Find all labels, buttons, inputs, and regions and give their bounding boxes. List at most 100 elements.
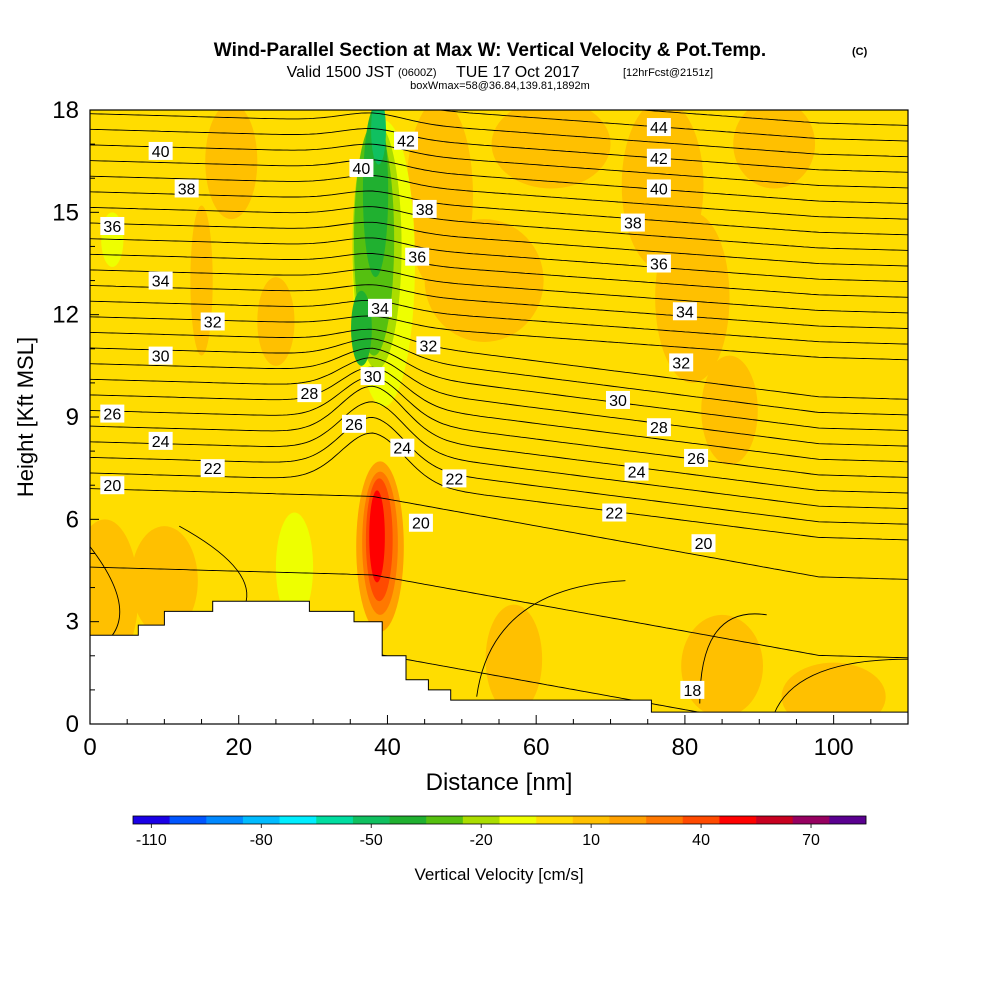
theta-label-box <box>691 534 716 553</box>
theta-label-text: 18 <box>683 683 701 700</box>
theta-contours <box>90 110 908 724</box>
x-tick-label: 60 <box>523 734 550 761</box>
theta-label-box <box>680 680 705 699</box>
theta-label: 30 <box>360 367 385 386</box>
colorbar-tick-label: -50 <box>360 832 383 849</box>
w-region-updraft-right-mid <box>655 212 730 383</box>
theta-label: 20 <box>408 513 433 533</box>
w-region-weak-updraft-upper-left <box>205 110 258 220</box>
theta-label-box <box>408 513 433 532</box>
w-region-weak-updraft-left-2 <box>130 526 198 636</box>
w-region-weak-downdraft-left <box>275 512 314 622</box>
theta-label-text: 30 <box>609 393 627 410</box>
theta-label: 40 <box>148 141 173 161</box>
theta-contour-25 <box>90 376 908 478</box>
w-region-updraft-right-lower <box>701 355 758 465</box>
y-tick-label: 0 <box>66 711 79 738</box>
theta-label-text: 30 <box>152 349 170 366</box>
colorbar-tick-label: 70 <box>802 832 820 849</box>
subtitle-forecast: [12hrFcst@2151z] <box>623 67 713 79</box>
theta-label-box <box>148 346 173 365</box>
w-region-updraft-lower-right <box>681 614 763 718</box>
theta-label: 36 <box>405 247 430 267</box>
theta-label-text: 34 <box>676 304 694 321</box>
theta-label: 38 <box>174 179 199 198</box>
theta-label-box <box>405 247 430 266</box>
theta-label-text: 32 <box>672 355 690 372</box>
theta-label-text: 24 <box>393 441 411 458</box>
theta-contour-35 <box>90 253 908 298</box>
w-region-weak-updraft-upper-left-2 <box>190 205 213 356</box>
theta-label-text: 38 <box>624 216 642 233</box>
w-region-updraft-lower-center <box>485 604 543 714</box>
theta-label-text: 26 <box>103 407 121 424</box>
theta-label-text: 34 <box>371 301 389 318</box>
w-region-weak-updraft-left <box>90 519 139 670</box>
theta-label: 40 <box>646 179 671 198</box>
theta-label-box <box>605 390 630 409</box>
theta-label: 26 <box>341 414 366 434</box>
theta-label-box <box>148 141 173 160</box>
theta-label-box <box>394 131 419 150</box>
theta-label: 20 <box>691 534 716 553</box>
theta-label-box <box>174 179 199 198</box>
subtitle-utc: (0600Z) <box>398 67 437 79</box>
y-tick-label: 18 <box>52 97 79 124</box>
theta-contour-40 <box>90 174 908 220</box>
theta-label-box <box>624 462 649 481</box>
colorbar-swatch <box>389 816 427 824</box>
copyright-mark: (C) <box>852 46 868 58</box>
colorbar-swatch <box>462 816 500 824</box>
theta-contour-29 <box>90 338 908 416</box>
w-region-updraft-core-max <box>369 490 385 583</box>
theta-label-text: 20 <box>695 536 713 553</box>
theta-label-text: 36 <box>408 250 426 267</box>
theta-label: 32 <box>416 336 441 355</box>
theta-label-box <box>100 476 125 495</box>
theta-label-text: 32 <box>419 338 437 355</box>
colorbar-swatch <box>206 816 244 824</box>
theta-label-text: 38 <box>416 202 434 219</box>
y-axis: 0 3 6 9 12 15 18 <box>52 97 99 738</box>
subtitle-date: TUE 17 Oct 2017 <box>456 64 580 81</box>
theta-label: 30 <box>605 390 630 410</box>
y-tick-label: 3 <box>66 609 79 636</box>
theta-label-text: 26 <box>345 417 363 434</box>
theta-label: 18 <box>680 680 705 700</box>
theta-label-box <box>684 448 709 467</box>
theta-label: 22 <box>200 459 225 478</box>
theta-contour-36 <box>90 237 908 283</box>
theta-label-box <box>646 148 671 167</box>
theta-contour-45 <box>437 110 908 142</box>
theta-contour-33 <box>90 284 908 329</box>
theta-contour-22 <box>90 416 908 525</box>
theta-contour-closed-left <box>90 546 121 636</box>
x-tick-label: 0 <box>83 734 96 761</box>
theta-label-box <box>200 459 225 478</box>
w-region-updraft-mid-right <box>424 219 544 342</box>
theta-label-text: 36 <box>650 257 668 274</box>
chart-subtitle: Valid 1500 JST (0600Z) TUE 17 Oct 2017 [… <box>287 64 713 81</box>
colorbar-label: Vertical Velocity [cm/s] <box>414 865 583 884</box>
theta-label: 34 <box>148 271 173 291</box>
theta-label-text: 40 <box>353 161 371 178</box>
theta-contour-30 <box>90 328 908 400</box>
theta-contour-39 <box>90 190 908 236</box>
theta-label-text: 38 <box>178 181 196 198</box>
x-tick-label: 80 <box>672 734 699 761</box>
theta-contour-closed-far-right <box>773 658 908 714</box>
chart-subtitle-2: boxWmax=58@36.84,139.81,1892m <box>410 80 590 92</box>
theta-label: 30 <box>148 346 173 366</box>
theta-contour-21 <box>90 432 908 541</box>
theta-contour-34 <box>90 268 908 314</box>
x-axis: 0 20 40 60 80 100 <box>83 715 872 761</box>
theta-label-text: 44 <box>650 120 668 137</box>
y-tick-label: 12 <box>52 302 79 329</box>
theta-contour-closed-center <box>476 580 626 697</box>
y-axis-label: Height [Kft MSL] <box>13 337 38 497</box>
w-region-plume-core <box>371 110 386 165</box>
theta-label-box <box>341 414 366 433</box>
theta-contour-24 <box>90 385 908 494</box>
colorbar: -110 -80 -50 -20 10 40 70 <box>132 815 867 849</box>
